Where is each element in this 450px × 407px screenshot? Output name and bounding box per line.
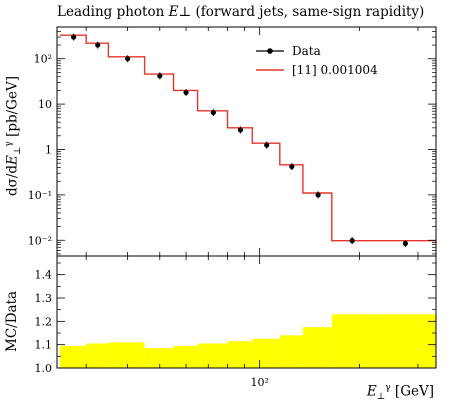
x-tick-label: 10²: [250, 376, 268, 389]
y-tick-label: 10⁻²: [28, 234, 52, 247]
ratio-panel-frame: [56, 255, 437, 369]
ratio-band-bin: [86, 343, 109, 368]
legend-data-marker: [267, 48, 273, 54]
y-tick-label: 1: [45, 143, 52, 156]
ratio-band-bin: [369, 314, 436, 368]
y-tick-label: 10: [38, 98, 52, 111]
ratio-band-bin: [173, 345, 198, 368]
ratio-band-bin: [302, 327, 332, 368]
data-point: [402, 240, 409, 247]
data-point: [125, 56, 131, 62]
ratio-band-bin: [108, 342, 145, 368]
data-point: [210, 109, 216, 116]
legend-mc-label: [11] 0.001004: [292, 63, 378, 77]
data-point: [289, 163, 295, 170]
legend-data-label: Data: [292, 44, 321, 58]
data-point: [95, 42, 101, 48]
y-tick-label: 10²: [34, 53, 52, 66]
data-point: [264, 142, 270, 148]
ratio-y-tick-label: 1.1: [35, 339, 53, 352]
ratio-y-tick-label: 1.0: [35, 362, 53, 375]
main-panel-frame: [56, 26, 437, 257]
ratio-y-tick-label: 1.4: [35, 269, 53, 282]
y-tick-label: 10⁻¹: [28, 189, 52, 202]
mc-histogram-line: [59, 34, 436, 242]
x-axis-label: E⊥γ [GeV]: [366, 383, 434, 403]
data-point: [349, 238, 355, 244]
chart-title: Leading photon E⊥ (forward jets, same-si…: [57, 4, 425, 20]
ratio-band-bin: [144, 348, 174, 368]
data-point: [237, 127, 244, 133]
data-point: [71, 34, 77, 40]
ratio-band-bin: [331, 314, 370, 368]
data-point: [157, 73, 163, 79]
ratio-band-bin: [227, 341, 253, 368]
ratio-band-bin: [252, 338, 280, 368]
ratio-band-bin: [197, 343, 228, 368]
data-point: [315, 192, 321, 198]
ratio-y-tick-label: 1.2: [35, 315, 53, 328]
ratio-y-tick-label: 1.3: [35, 292, 53, 305]
ratio-band-bin: [279, 335, 303, 368]
data-point: [183, 89, 189, 96]
ratio-band-bin: [59, 345, 87, 368]
